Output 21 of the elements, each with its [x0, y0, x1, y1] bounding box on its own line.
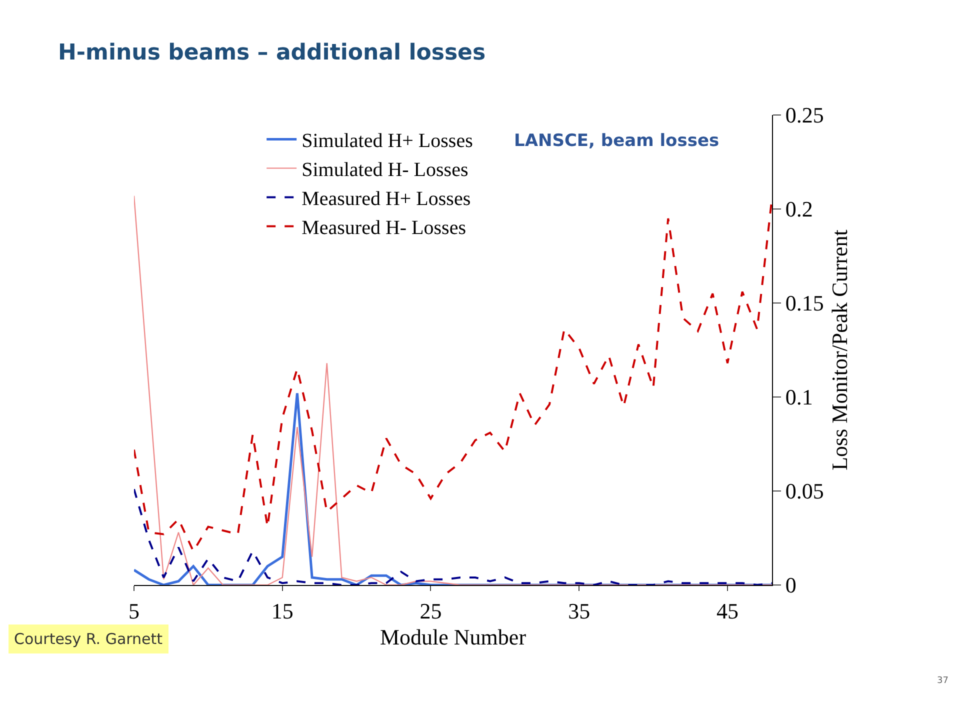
- annotation: LANSCE, beam losses: [514, 131, 720, 151]
- legend-label: Simulated H+ Losses: [302, 130, 474, 152]
- y2-axis-title: Loss Monitor/Peak Current: [826, 230, 852, 470]
- legend-label: Simulated H- Losses: [302, 159, 468, 181]
- x-tick-label: 35: [568, 598, 590, 624]
- legend-label: Measured H- Losses: [302, 217, 466, 239]
- y2-tick-label: 0.1: [785, 384, 813, 410]
- x-tick-label: 15: [271, 598, 294, 624]
- x-tick-label: 25: [420, 598, 442, 624]
- y2-tick-label: 0.25: [785, 102, 824, 128]
- chart-title: H-minus beams – additional losses: [58, 40, 486, 66]
- y2-tick-label: 0.05: [785, 478, 824, 504]
- y2-tick-label: 0.2: [785, 196, 813, 222]
- x-tick-label: 45: [716, 598, 738, 624]
- text: 37: [937, 676, 948, 686]
- legend-label: Measured H+ Losses: [302, 188, 471, 210]
- y2-tick-label: 0: [785, 572, 796, 598]
- x-axis-title: Module Number: [380, 624, 527, 650]
- y2-tick-label: 0.15: [785, 290, 824, 316]
- text: Courtesy R. Garnett: [14, 630, 163, 648]
- x-tick-label: 5: [128, 598, 140, 624]
